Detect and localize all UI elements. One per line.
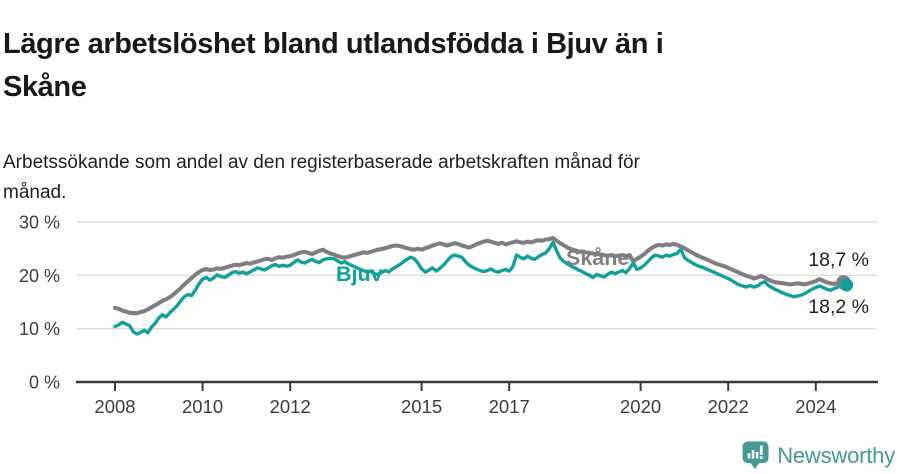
end-dot-bjuv (839, 278, 854, 292)
series-label-skane: Skåne (566, 246, 629, 270)
chart-subtitle: Arbetssökande som andel av den registerb… (3, 148, 843, 209)
newsworthy-logo-icon (742, 441, 769, 469)
x-axis-label-2015: 2015 (401, 396, 442, 417)
x-axis-label-2020: 2020 (620, 396, 661, 417)
x-axis-label-2024: 2024 (795, 396, 836, 417)
series-line-skane (112, 235, 848, 316)
end-value-label-bjuv: 18,2 % (808, 296, 869, 318)
series-label-bjuv: Bjuv (336, 262, 383, 286)
chart-subtitle-line1: Arbetssökande som andel av den registerb… (3, 152, 640, 173)
x-axis-label-2008: 2008 (94, 396, 135, 417)
page-title-line2: Skåne (3, 71, 87, 104)
y-axis-label-10: 10 % (19, 319, 60, 339)
y-axis-label-0: 0 % (29, 373, 60, 393)
series-line-bjuv (113, 240, 847, 336)
y-axis-label-30: 30 % (19, 213, 60, 233)
y-axis-label-20: 20 % (19, 266, 60, 286)
page-title: Lägre arbetslöshet bland utlandsfödda i … (3, 23, 863, 109)
x-axis-label-2017: 2017 (489, 396, 530, 417)
x-axis-label-2010: 2010 (182, 396, 223, 417)
brand-name: Newsworthy (777, 442, 895, 468)
end-value-label-skane: 18,7 % (808, 249, 869, 271)
x-axis-label-2012: 2012 (270, 396, 311, 417)
page-title-line1: Lägre arbetslöshet bland utlandsfödda i … (3, 28, 664, 61)
footer-brand: Newsworthy (742, 441, 895, 470)
x-axis-label-2022: 2022 (708, 396, 749, 417)
chart-subtitle-line2: månad. (3, 182, 67, 204)
